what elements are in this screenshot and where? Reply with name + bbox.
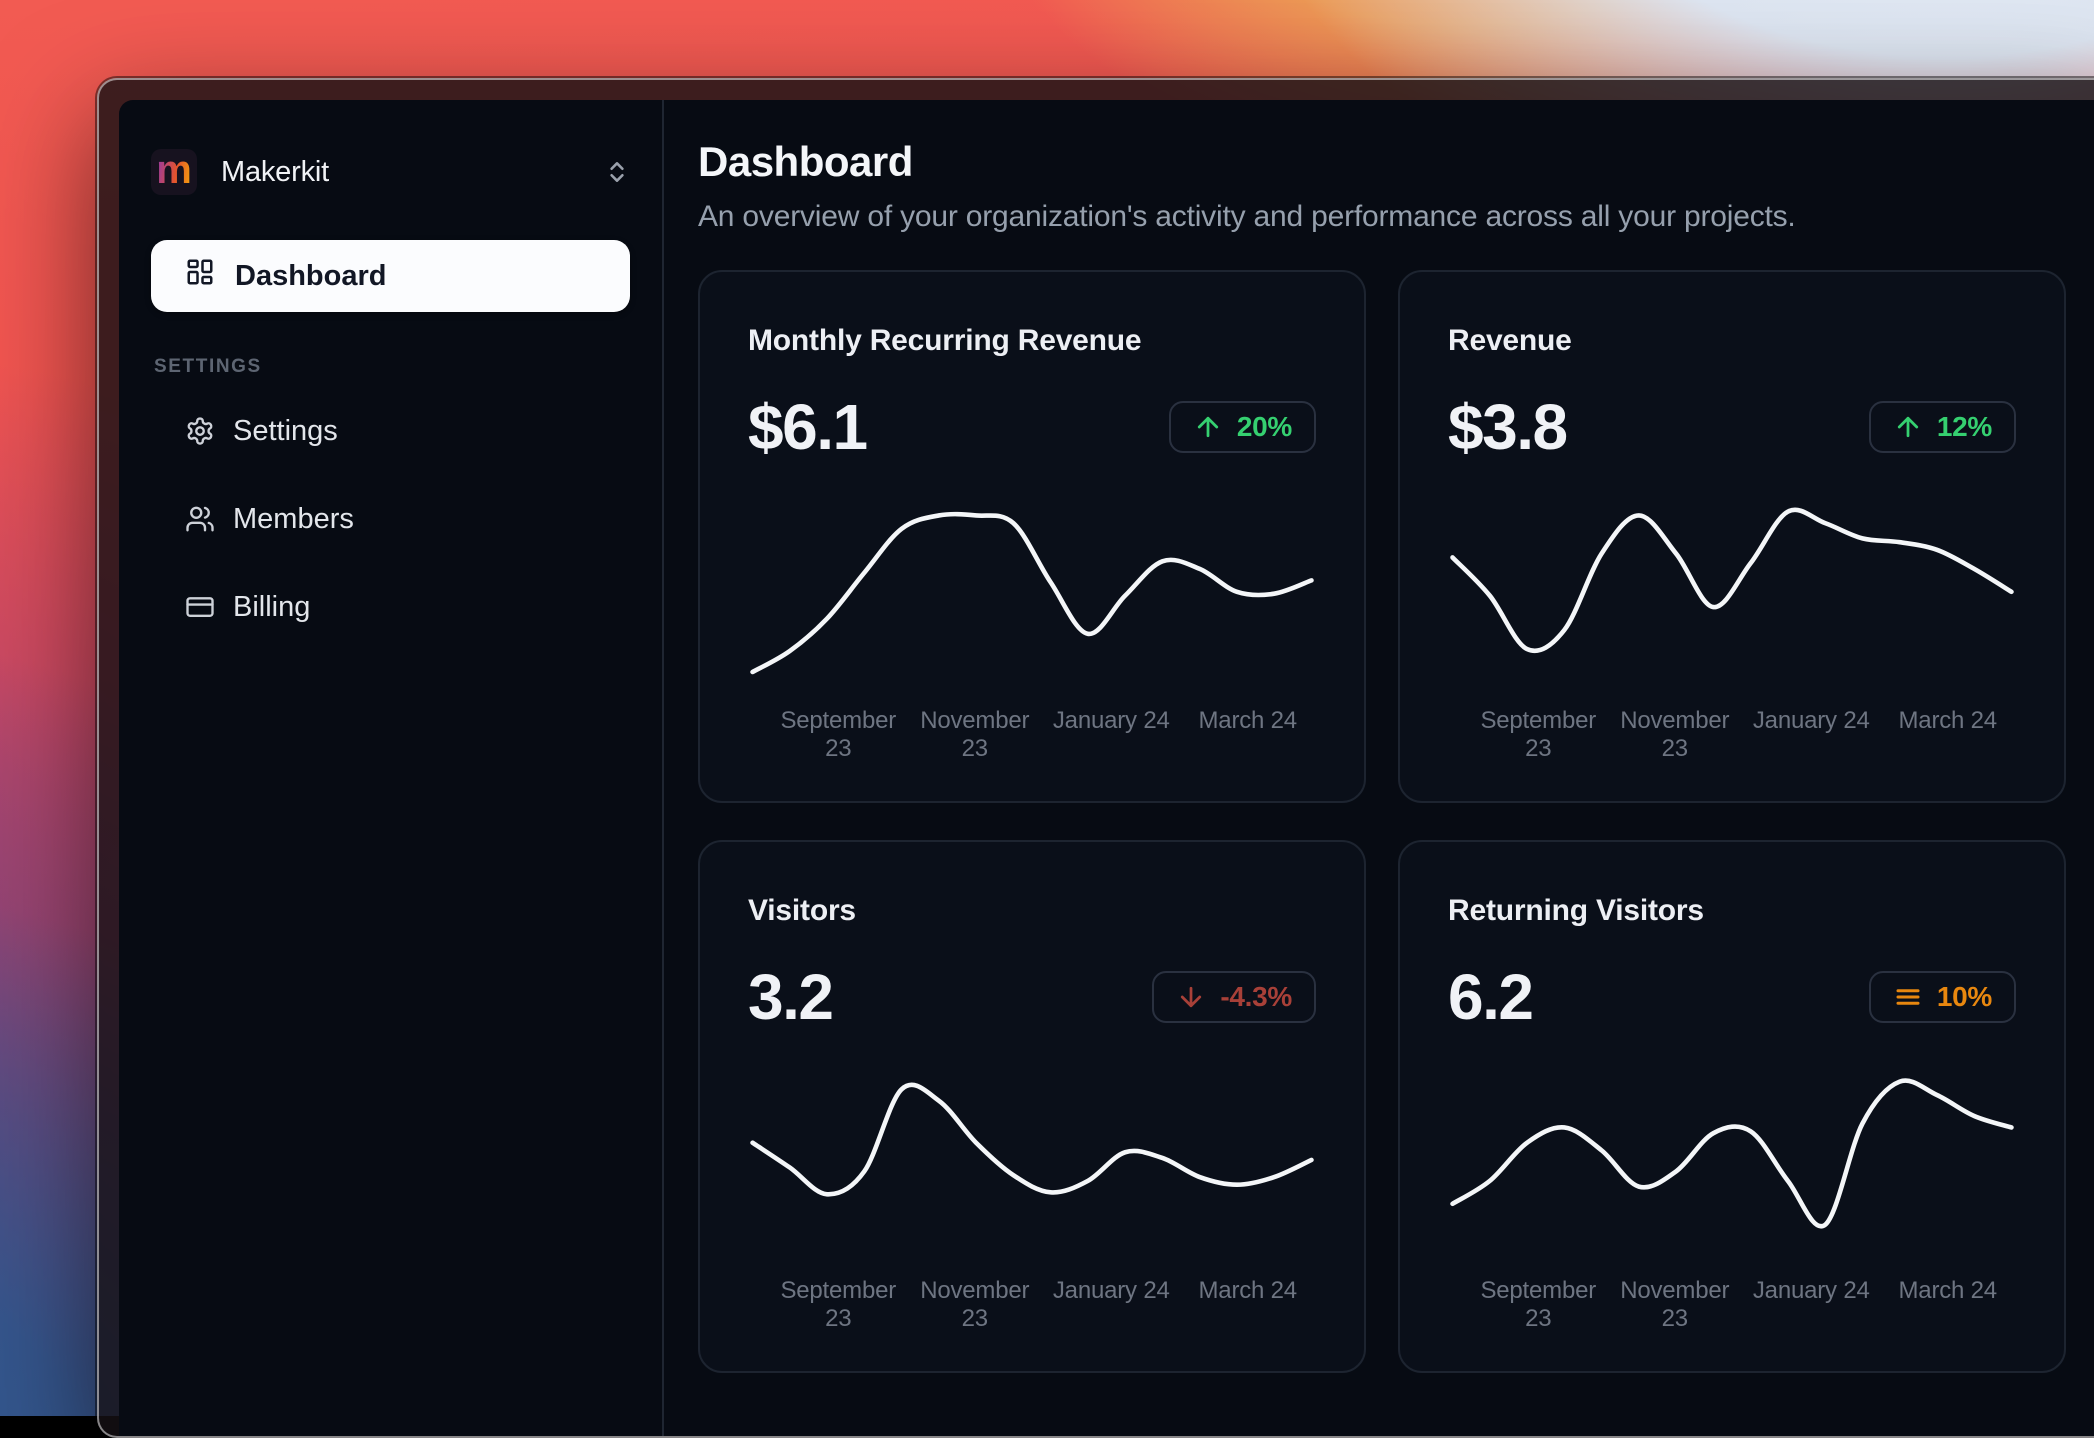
x-axis: September 23 November 23 January 24 Marc… bbox=[748, 707, 1316, 763]
makerkit-logo-letter: m bbox=[156, 148, 192, 192]
page-title: Dashboard bbox=[698, 138, 913, 185]
line-chart-svg bbox=[748, 488, 1316, 697]
sidebar-item-billing[interactable]: Billing bbox=[151, 572, 630, 642]
arrow-down-icon bbox=[1176, 982, 1206, 1012]
gear-icon bbox=[185, 416, 215, 446]
trend-label: 10% bbox=[1936, 981, 1992, 1012]
card-returning-visitors: Returning Visitors 6.2 10% bbox=[1398, 840, 2066, 1373]
x-tick: November 23 bbox=[1620, 1277, 1730, 1332]
sidebar-section-label: SETTINGS bbox=[154, 356, 262, 377]
page-subtitle: An overview of your organization's activ… bbox=[698, 200, 1796, 233]
card-title: Monthly Recurring Revenue bbox=[748, 324, 1142, 357]
credit-card-icon bbox=[185, 592, 215, 622]
x-tick: March 24 bbox=[1198, 1277, 1298, 1304]
sidebar-item-label: Dashboard bbox=[235, 259, 387, 292]
x-tick: September 23 bbox=[1480, 707, 1597, 762]
card-revenue: Revenue $3.8 12% Sept bbox=[1398, 270, 2066, 803]
menu-icon bbox=[1893, 982, 1923, 1012]
sidebar-item-settings[interactable]: Settings bbox=[151, 396, 630, 466]
card-monthly-recurring-revenue: Monthly Recurring Revenue $6.1 20% bbox=[698, 270, 1366, 803]
card-value: 6.2 bbox=[1448, 961, 1534, 1033]
x-tick: January 24 bbox=[1052, 707, 1170, 734]
x-tick: September 23 bbox=[780, 1277, 897, 1332]
trend-badge: 10% bbox=[1868, 971, 2016, 1023]
x-tick: September 23 bbox=[1480, 1277, 1597, 1332]
app-window: m Makerkit Dashboard SETTINGS Settings bbox=[97, 78, 2094, 1438]
x-tick: January 24 bbox=[1752, 1277, 1870, 1304]
stats-cards-grid: Monthly Recurring Revenue $6.1 20% bbox=[698, 270, 2066, 1373]
line-chart-svg bbox=[748, 1058, 1316, 1267]
sidebar-item-members[interactable]: Members bbox=[151, 484, 630, 554]
sidebar-item-label: Settings bbox=[233, 414, 338, 447]
card-visitors: Visitors 3.2 -4.3% Se bbox=[698, 840, 1366, 1373]
users-icon bbox=[185, 504, 215, 534]
x-axis: September 23 November 23 January 24 Marc… bbox=[1448, 707, 2016, 763]
x-tick: November 23 bbox=[920, 707, 1030, 762]
line-chart-svg bbox=[1448, 1058, 2016, 1267]
sidebar: m Makerkit Dashboard SETTINGS Settings bbox=[119, 100, 664, 1436]
line-chart-svg bbox=[1448, 488, 2016, 697]
x-tick: September 23 bbox=[780, 707, 897, 762]
x-tick: November 23 bbox=[920, 1277, 1030, 1332]
card-title: Visitors bbox=[748, 894, 856, 927]
card-title: Returning Visitors bbox=[1448, 894, 1704, 927]
card-value: 3.2 bbox=[748, 961, 834, 1033]
chevrons-up-down-icon bbox=[604, 159, 630, 185]
line-chart bbox=[748, 488, 1316, 697]
card-value: $6.1 bbox=[748, 391, 868, 463]
line-chart bbox=[748, 1058, 1316, 1267]
trend-badge: 20% bbox=[1168, 401, 1316, 453]
makerkit-logo: m bbox=[151, 149, 197, 195]
trend-badge: -4.3% bbox=[1152, 971, 1316, 1023]
x-tick: March 24 bbox=[1898, 707, 1998, 734]
main-content: Dashboard An overview of your organizati… bbox=[664, 100, 2094, 1436]
app-window-content: m Makerkit Dashboard SETTINGS Settings bbox=[119, 100, 2094, 1436]
x-axis: September 23 November 23 January 24 Marc… bbox=[1448, 1277, 2016, 1333]
team-selector[interactable]: m Makerkit bbox=[151, 148, 630, 196]
arrow-up-icon bbox=[1893, 412, 1923, 442]
trend-label: 20% bbox=[1236, 411, 1292, 442]
x-tick: March 24 bbox=[1198, 707, 1298, 734]
arrow-up-icon bbox=[1193, 412, 1223, 442]
trend-badge: 12% bbox=[1868, 401, 2016, 453]
line-chart bbox=[1448, 1058, 2016, 1267]
x-tick: November 23 bbox=[1620, 707, 1730, 762]
trend-label: 12% bbox=[1936, 411, 1992, 442]
sidebar-item-label: Billing bbox=[233, 590, 311, 623]
x-tick: January 24 bbox=[1752, 707, 1870, 734]
line-chart bbox=[1448, 488, 2016, 697]
x-tick: January 24 bbox=[1052, 1277, 1170, 1304]
card-title: Revenue bbox=[1448, 324, 1572, 357]
sidebar-item-label: Members bbox=[233, 502, 354, 535]
x-axis: September 23 November 23 January 24 Marc… bbox=[748, 1277, 1316, 1333]
team-name: Makerkit bbox=[221, 155, 329, 188]
x-tick: March 24 bbox=[1898, 1277, 1998, 1304]
layout-dashboard-icon bbox=[185, 257, 215, 295]
card-value: $3.8 bbox=[1448, 391, 1568, 463]
trend-label: -4.3% bbox=[1220, 981, 1292, 1012]
sidebar-item-dashboard[interactable]: Dashboard bbox=[151, 240, 630, 312]
